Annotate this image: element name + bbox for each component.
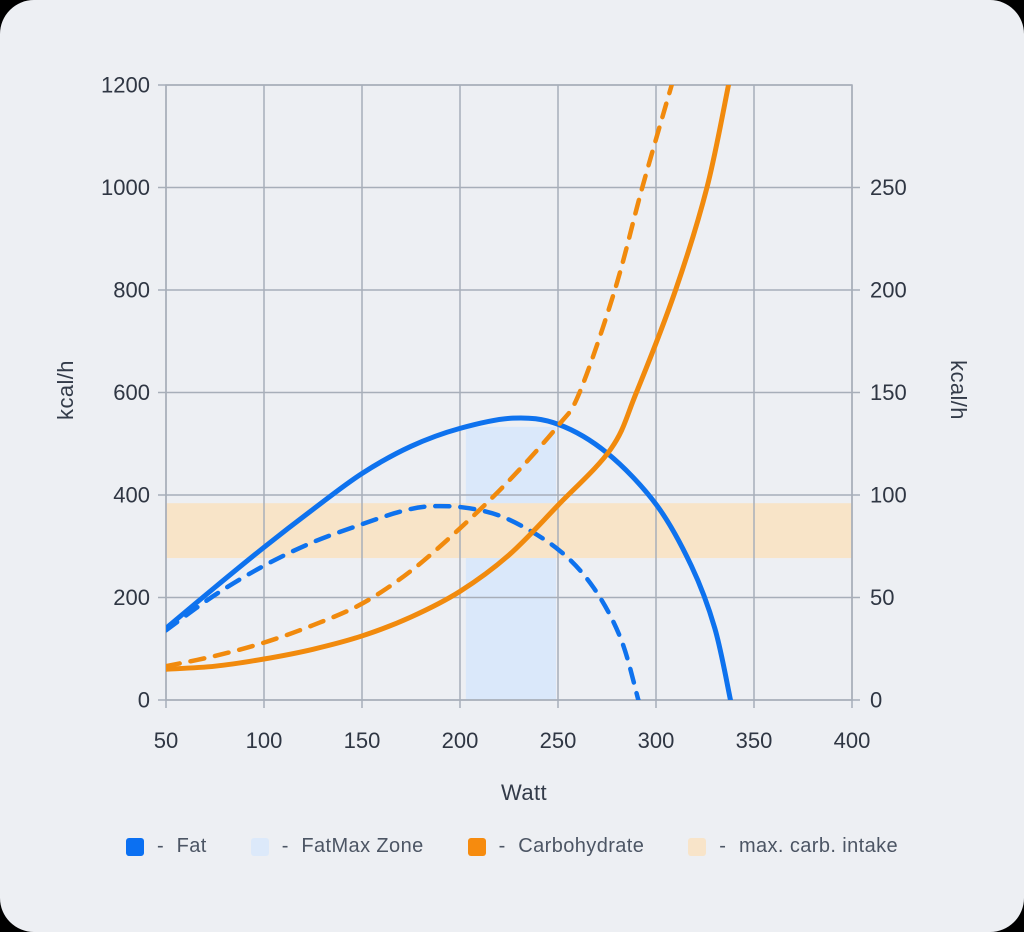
legend: - Fat - FatMax Zone - Carbohydrate - max. carb.…	[0, 835, 1024, 858]
legend-item-carbohydrate: - Carbohydrate	[467, 835, 645, 858]
y-right-tick-label: 150	[870, 380, 907, 405]
y-left-tick-label: 1000	[101, 175, 150, 200]
legend-label: FatMax Zone	[301, 835, 424, 857]
y-left-axis-title: kcal/h	[53, 360, 78, 420]
series-fat-dashed-	[166, 503, 641, 700]
tick-labels: 50 100 150 200 250 300 350 40002004006008001000…	[101, 73, 907, 754]
legend-swatch	[250, 837, 269, 856]
y-right-tick-label: 0	[870, 688, 882, 713]
y-left-tick-label: 400	[113, 483, 150, 508]
x-tick-label: 150	[344, 728, 381, 753]
y-left-tick-label: 0	[138, 688, 150, 713]
x-tick-label: 100	[246, 728, 283, 753]
x-tick-label: 200	[442, 728, 479, 753]
series-carbohydrate-dashed-	[166, 85, 674, 669]
series-fat	[166, 415, 733, 700]
y-right-tick-label: 100	[870, 483, 907, 508]
legend-swatch	[467, 837, 486, 856]
y-right-tick-label: 50	[870, 585, 894, 610]
legend-separator: -	[281, 835, 289, 857]
legend-label: Fat	[176, 835, 207, 857]
x-tick-label: 400	[834, 728, 871, 753]
x-tick-label: 350	[736, 728, 773, 753]
legend-separator: -	[719, 835, 726, 857]
legend-swatch	[125, 837, 144, 856]
plot-border	[165, 84, 853, 701]
x-axis-title: Watt	[500, 780, 548, 805]
zone-bands	[166, 426, 852, 700]
x-tick-label: 300	[638, 728, 675, 753]
legend-label: max. carb. intake	[738, 835, 899, 857]
legend-separator: -	[498, 835, 506, 857]
y-left-tick-label: 600	[113, 380, 150, 405]
max-carb-intake-band	[166, 503, 852, 559]
series-curves	[166, 85, 733, 700]
y-right-tick-label: 250	[870, 175, 907, 200]
y-right-axis-title: kcal/h	[946, 360, 971, 420]
x-tick-label: 250	[540, 728, 577, 753]
y-left-tick-label: 200	[113, 585, 150, 610]
fatmax-zone-band	[465, 426, 557, 700]
y-left-tick-label: 800	[113, 278, 150, 303]
legend-separator: -	[156, 835, 164, 857]
legend-item-fatmax-zone: - FatMax Zone	[250, 835, 424, 858]
y-left-tick-label: 1200	[101, 73, 150, 98]
series-carbohydrate	[166, 85, 732, 672]
y-right-tick-label: 200	[870, 278, 907, 303]
legend-item-max-carb-intake: - max. carb. intake	[688, 835, 898, 858]
legend-label: Carbohydrate	[518, 835, 645, 857]
x-tick-label: 50	[154, 728, 178, 753]
legend-item-fat: - Fat	[125, 835, 207, 858]
legend-swatch	[688, 837, 707, 856]
